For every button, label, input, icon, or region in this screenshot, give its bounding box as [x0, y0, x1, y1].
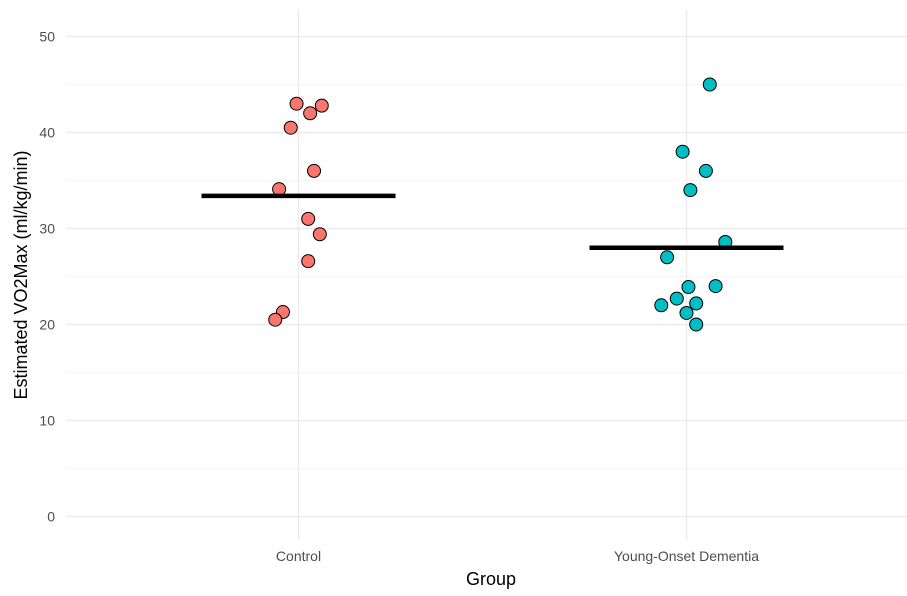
data-point — [312, 227, 327, 242]
mean-bars — [201, 193, 784, 250]
data-point — [708, 279, 723, 294]
data-point — [660, 250, 675, 265]
x-tick-label: Young-Onset Dementia — [614, 548, 759, 564]
data-point — [654, 298, 669, 313]
data-points — [268, 77, 733, 332]
data-point — [289, 96, 304, 111]
x-tick-label: Control — [276, 548, 321, 564]
y-tick-label: 0 — [47, 509, 55, 525]
data-point — [679, 305, 694, 320]
data-point — [675, 144, 690, 159]
x-axis-title: Group — [466, 569, 516, 589]
x-axis-tick-labels: Control Young-Onset Dementia — [276, 548, 759, 564]
data-point — [698, 163, 713, 178]
data-point — [683, 183, 698, 198]
data-point — [702, 77, 717, 92]
data-point — [307, 163, 322, 178]
data-point — [689, 296, 704, 311]
minor-gridlines — [66, 84, 907, 469]
data-point — [283, 120, 298, 135]
y-axis-tick-labels: 0 10 20 30 40 50 — [39, 29, 55, 525]
y-tick-label: 20 — [39, 317, 55, 333]
data-point — [301, 211, 316, 226]
major-gridlines — [66, 10, 907, 540]
y-tick-label: 40 — [39, 125, 55, 141]
data-point — [689, 317, 704, 332]
y-axis-title: Estimated VO2Max (ml/kg/min) — [11, 150, 31, 399]
data-point — [268, 312, 283, 327]
data-point — [314, 98, 329, 113]
data-point — [303, 106, 318, 121]
y-tick-label: 10 — [39, 413, 55, 429]
data-point — [669, 291, 684, 306]
y-tick-label: 30 — [39, 221, 55, 237]
data-point — [681, 280, 696, 295]
data-point — [301, 254, 316, 269]
y-tick-label: 50 — [39, 29, 55, 45]
